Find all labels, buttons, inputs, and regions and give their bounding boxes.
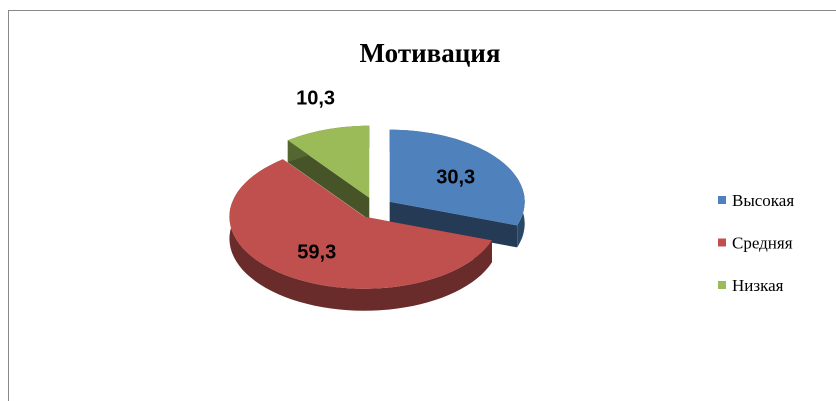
pie-slice	[389, 129, 525, 226]
legend-label: Низкая	[732, 276, 784, 295]
pie-slice	[229, 159, 492, 289]
legend-swatch	[718, 238, 726, 247]
data-label: 59,3	[297, 242, 336, 264]
data-label: 30,3	[436, 167, 475, 189]
legend-swatch	[718, 281, 726, 289]
chart-title: Мотивация	[360, 38, 501, 68]
slice-wall	[389, 201, 518, 248]
pie-slice	[287, 125, 370, 198]
data-label: 10,3	[296, 87, 335, 109]
legend-label: Средняя	[732, 234, 793, 253]
legend-swatch	[718, 196, 726, 204]
legend-label: Высокая	[732, 191, 794, 210]
slice-wall	[287, 140, 370, 220]
